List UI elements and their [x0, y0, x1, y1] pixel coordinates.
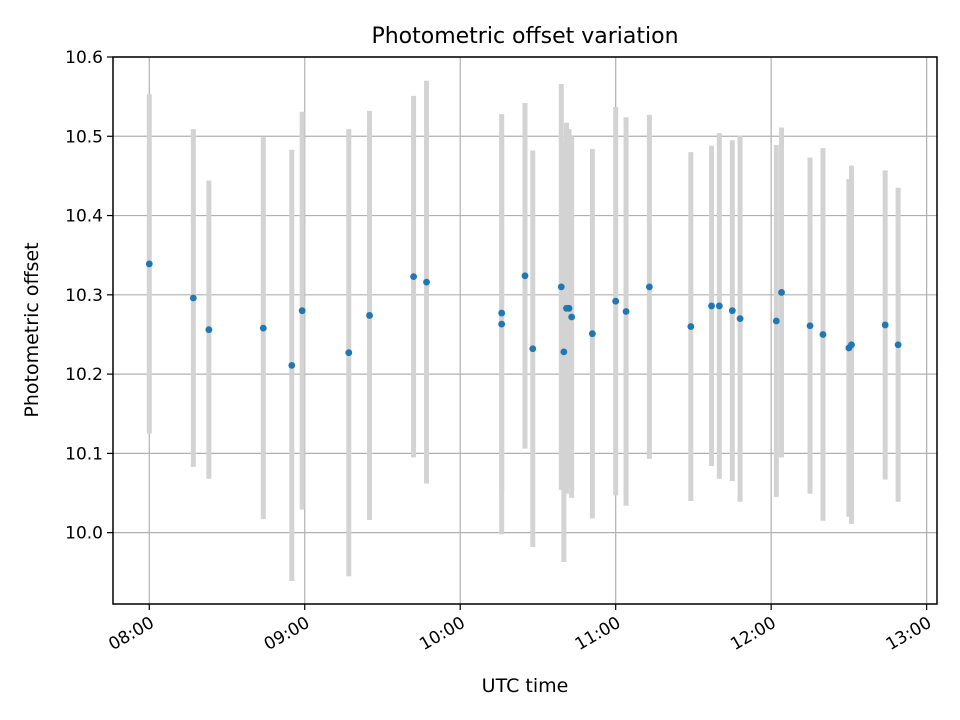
data-point	[622, 308, 630, 315]
y-tick-label: 10.5	[65, 127, 103, 147]
x-axis-label: UTC time	[482, 675, 569, 697]
data-point	[529, 345, 537, 353]
y-tick-label: 10.1	[65, 444, 103, 464]
data-point	[366, 312, 373, 319]
data-point	[645, 283, 653, 291]
chart-title: Photometric offset variation	[371, 24, 678, 49]
data-point	[881, 321, 889, 329]
data-point	[588, 330, 596, 338]
y-axis-label: Photometric offset	[21, 242, 43, 417]
data-point	[819, 331, 827, 338]
data-point	[189, 294, 197, 302]
plot-frame	[112, 56, 938, 605]
data-point	[848, 341, 855, 349]
data-point	[894, 341, 902, 349]
data-point	[612, 297, 620, 305]
data-point	[736, 315, 744, 323]
data-point	[145, 260, 153, 268]
data-point	[708, 302, 715, 310]
data-point	[410, 273, 417, 280]
data-point	[715, 302, 723, 310]
data-point	[728, 307, 736, 315]
data-point	[298, 307, 306, 315]
data-point	[521, 272, 529, 280]
data-point	[806, 322, 814, 330]
data-point	[259, 324, 267, 332]
data-point	[772, 317, 780, 325]
y-tick-label: 10.0	[65, 524, 103, 544]
data-point	[205, 326, 213, 334]
y-tick-label: 10.2	[65, 365, 103, 385]
data-point	[778, 289, 785, 296]
data-point	[288, 361, 296, 369]
data-point	[565, 304, 573, 312]
data-point	[345, 349, 353, 357]
data-point	[423, 278, 430, 286]
y-tick-label: 10.4	[65, 207, 103, 227]
data-points	[145, 260, 902, 369]
data-point	[687, 323, 695, 330]
data-point	[560, 348, 568, 356]
data-point	[498, 309, 506, 317]
data-point	[557, 283, 565, 291]
y-tick-label: 10.3	[65, 286, 103, 306]
y-tick-label: 10.6	[65, 48, 103, 68]
data-point	[568, 313, 576, 321]
data-point	[498, 320, 506, 328]
